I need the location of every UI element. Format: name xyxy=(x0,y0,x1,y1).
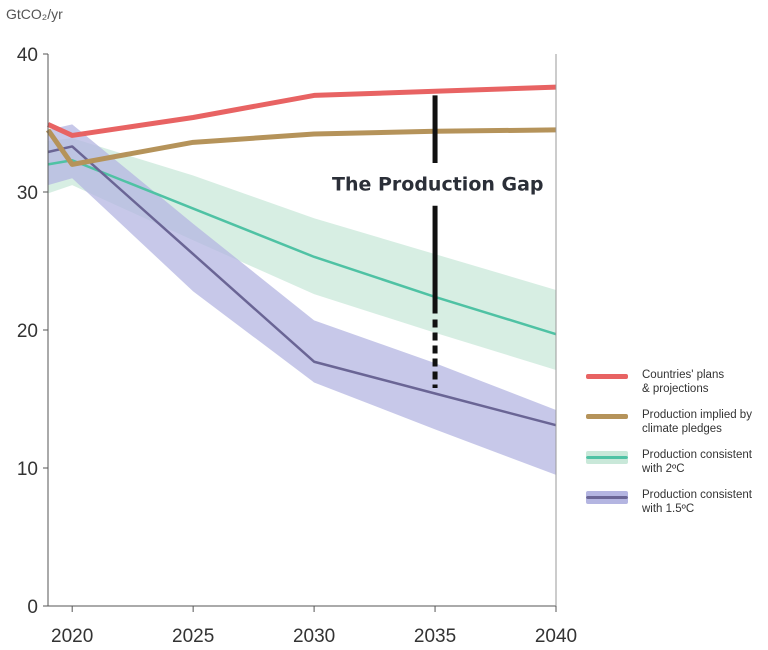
line-series-3 xyxy=(47,145,557,427)
series-lines xyxy=(45,84,557,427)
legend-label: Production implied by climate pledges xyxy=(642,409,752,435)
x-tick-label: 2035 xyxy=(414,626,456,647)
x-tick-label: 2030 xyxy=(293,626,335,647)
y-tick-label: 40 xyxy=(17,45,38,66)
y-tick-label: 20 xyxy=(17,321,38,342)
legend-item: Countries' plans & projections xyxy=(586,368,768,396)
x-tick-label: 2020 xyxy=(51,626,93,647)
line-series-1 xyxy=(45,127,557,167)
y-tick-label: 30 xyxy=(17,183,38,204)
legend-item: Production consistent with 2ºC xyxy=(586,448,768,476)
band-series-3 xyxy=(48,124,556,475)
y-tick-label: 10 xyxy=(17,459,38,480)
y-unit-label: GtCO₂/yr xyxy=(6,6,63,22)
legend-item: Production consistent with 1.5ºC xyxy=(586,488,768,516)
production-gap-label: The Production Gap xyxy=(332,174,544,196)
legend-swatch xyxy=(586,374,628,379)
uncertainty-bands xyxy=(48,124,556,475)
legend-swatch xyxy=(586,414,628,419)
legend: Countries' plans & projections Production… xyxy=(586,368,768,528)
x-tick-label: 2025 xyxy=(172,626,214,647)
legend-item: Production implied by climate pledges xyxy=(586,408,768,436)
legend-label: Production consistent with 2ºC xyxy=(642,449,752,475)
y-tick-label: 0 xyxy=(27,597,38,618)
legend-swatch xyxy=(586,491,628,504)
legend-swatch xyxy=(586,451,628,464)
band-series-2 xyxy=(48,138,556,371)
legend-label: Production consistent with 1.5ºC xyxy=(642,489,752,515)
x-tick-label: 2040 xyxy=(535,626,577,647)
legend-label: Countries' plans & projections xyxy=(642,369,725,395)
production-gap-annotation: The Production Gap xyxy=(332,95,544,388)
line-series-0 xyxy=(46,84,557,138)
